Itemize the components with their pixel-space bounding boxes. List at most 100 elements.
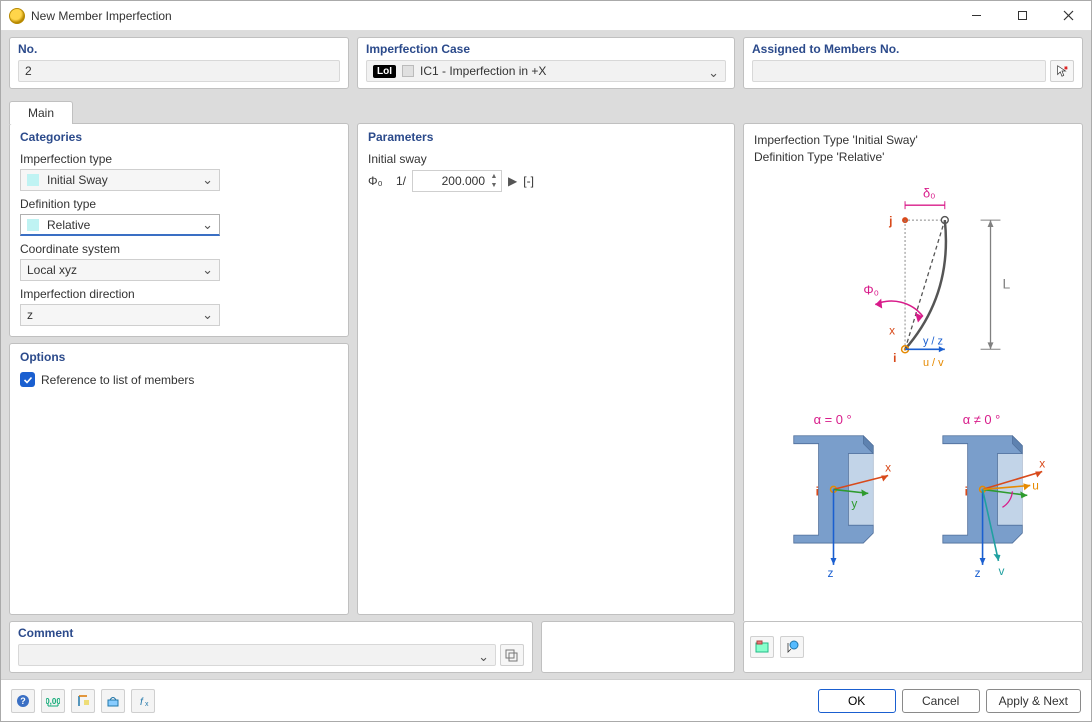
z-right: z — [975, 565, 981, 579]
footer-tool-help[interactable]: ? — [11, 689, 35, 713]
pick-members-button[interactable] — [1050, 60, 1074, 82]
initial-sway-value: 200.000 — [442, 174, 485, 188]
comment-row: Comment — [1, 621, 1091, 679]
titlebar: New Member Imperfection — [1, 1, 1091, 31]
apply-next-button[interactable]: Apply & Next — [986, 689, 1081, 713]
yz-label: y / z — [923, 335, 943, 347]
imperfection-type-value: Initial Sway — [47, 173, 108, 187]
tabs-row: Main — [1, 97, 1091, 123]
ref-list-label: Reference to list of members — [41, 373, 194, 387]
j-label: j — [888, 214, 892, 228]
footer: ? 0,00 fx OK Cancel Apply & Next — [1, 679, 1091, 721]
no-input[interactable] — [18, 60, 340, 82]
x-left: x — [885, 460, 891, 474]
spinner-buttons[interactable]: ▲▼ — [489, 173, 499, 189]
assigned-input[interactable] — [752, 60, 1046, 82]
alpha0-label: α = 0 ° — [814, 411, 852, 426]
u-right: u — [1032, 478, 1039, 492]
chevron-down-icon — [202, 172, 213, 188]
diagram-title: Imperfection Type 'Initial Sway' Definit… — [754, 132, 1072, 166]
group-parameters: Parameters Initial sway Φ₀ 1/ 200.000 ▲▼… — [357, 123, 735, 615]
diagram-panel: Imperfection Type 'Initial Sway' Definit… — [743, 123, 1083, 621]
footer-tool-4[interactable] — [101, 689, 125, 713]
z-left: z — [828, 565, 834, 579]
app-icon — [9, 8, 25, 24]
chevron-down-icon — [202, 262, 213, 278]
parameters-title: Parameters — [368, 130, 724, 144]
diagram-title-line2: Definition Type 'Relative' — [754, 149, 1072, 166]
v-right: v — [998, 563, 1004, 577]
close-button[interactable] — [1045, 1, 1091, 31]
chevron-down-icon — [478, 649, 489, 665]
ok-button[interactable]: OK — [818, 689, 896, 713]
definition-type-label: Definition type — [20, 197, 338, 211]
coord-system-label: Coordinate system — [20, 242, 338, 256]
comment-extra-button[interactable] — [500, 644, 524, 666]
tab-main[interactable]: Main — [9, 101, 73, 124]
header-row: No. Imperfection Case LoI IC1 - Imperfec… — [1, 31, 1091, 97]
imperfection-type-dropdown[interactable]: Initial Sway — [20, 169, 220, 191]
minimize-button[interactable] — [953, 1, 999, 31]
chevron-down-icon — [202, 217, 213, 233]
alphaNe0-label: α ≠ 0 ° — [963, 411, 1001, 426]
case-swatch-icon — [402, 65, 414, 77]
initial-sway-label: Initial sway — [368, 152, 724, 166]
coord-system-value: Local xyz — [27, 263, 77, 277]
imperfection-type-label: Imperfection type — [20, 152, 338, 166]
diagram-tool-1[interactable] — [750, 636, 774, 658]
group-categories: Categories Imperfection type Initial Swa… — [9, 123, 349, 337]
direction-dropdown[interactable]: z — [20, 304, 220, 326]
maximize-button[interactable] — [999, 1, 1045, 31]
swatch-icon — [27, 174, 39, 186]
case-label: Imperfection Case — [366, 42, 726, 56]
categories-title: Categories — [20, 130, 338, 144]
no-label: No. — [18, 42, 340, 56]
definition-type-value: Relative — [47, 218, 90, 232]
coord-system-dropdown[interactable]: Local xyz — [20, 259, 220, 281]
swatch-icon — [27, 219, 39, 231]
uv-label: u / v — [923, 357, 944, 369]
blank-panel — [541, 621, 735, 673]
comment-title: Comment — [18, 626, 524, 640]
case-value: IC1 - Imperfection in +X — [420, 64, 546, 78]
phi0-label: Φ₀ — [863, 282, 879, 297]
direction-label: Imperfection direction — [20, 287, 338, 301]
x-label: x — [889, 323, 895, 337]
footer-tool-5[interactable]: fx — [131, 689, 155, 713]
i-label: i — [893, 351, 896, 365]
comment-panel: Comment — [9, 621, 533, 673]
chevron-down-icon — [202, 307, 213, 323]
panel-assigned-members: Assigned to Members No. — [743, 37, 1083, 89]
footer-tool-3[interactable] — [71, 689, 95, 713]
footer-tool-units[interactable]: 0,00 — [41, 689, 65, 713]
comment-dropdown[interactable] — [18, 644, 496, 666]
diagram-title-line1: Imperfection Type 'Initial Sway' — [754, 132, 1072, 149]
definition-type-dropdown[interactable]: Relative — [20, 214, 220, 236]
panel-no: No. — [9, 37, 349, 89]
window-title: New Member Imperfection — [31, 9, 172, 23]
case-badge: LoI — [373, 65, 396, 78]
ref-list-checkbox[interactable] — [20, 372, 35, 387]
diagram-tools-panel — [743, 621, 1083, 673]
y-left: y — [851, 496, 857, 510]
phi0-symbol: Φ₀ — [368, 174, 390, 188]
fraction-label: 1/ — [396, 174, 406, 188]
unit-label: [-] — [523, 174, 534, 188]
svg-text:?: ? — [20, 696, 26, 706]
assigned-label: Assigned to Members No. — [752, 42, 1074, 56]
i-label-right: i — [965, 484, 968, 498]
svg-text:x: x — [145, 701, 149, 708]
options-title: Options — [20, 350, 338, 364]
initial-sway-spinner[interactable]: 200.000 ▲▼ — [412, 170, 502, 192]
diagram-svg: δ₀ j — [754, 174, 1072, 614]
arrow-right-icon[interactable]: ▶ — [508, 174, 517, 188]
group-options: Options Reference to list of members — [9, 343, 349, 615]
case-dropdown[interactable]: LoI IC1 - Imperfection in +X — [366, 60, 726, 82]
panel-imperfection-case: Imperfection Case LoI IC1 - Imperfection… — [357, 37, 735, 89]
main-area: Categories Imperfection type Initial Swa… — [1, 123, 1091, 621]
diagram-tool-2[interactable] — [780, 636, 804, 658]
cancel-button[interactable]: Cancel — [902, 689, 980, 713]
direction-value: z — [27, 308, 33, 322]
L-label: L — [1002, 275, 1010, 291]
chevron-down-icon — [708, 65, 719, 81]
